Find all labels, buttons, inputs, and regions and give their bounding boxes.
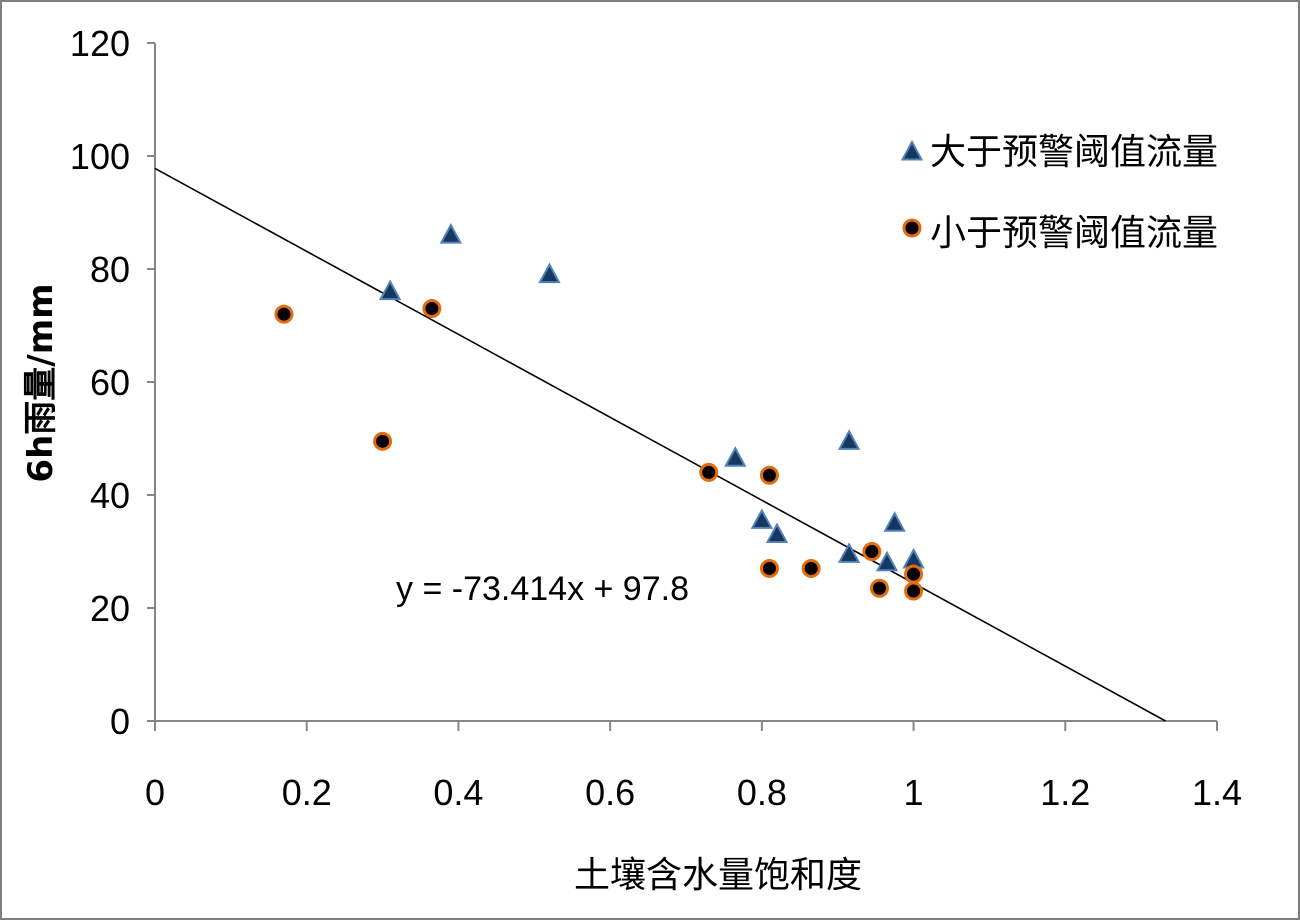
circle-point: [759, 558, 779, 578]
trendline-equation: y = -73.414x + 97.8: [396, 570, 689, 608]
x-tick-label: 0: [145, 772, 165, 813]
triangle-point: [724, 446, 747, 467]
circle-point: [904, 581, 924, 601]
triangle-point: [439, 223, 463, 244]
legend-label-above-threshold: 大于预警阈值流量: [930, 132, 1218, 173]
y-tick-label: 100: [70, 136, 130, 177]
y-axis-title: 6h雨量/mm: [21, 283, 61, 482]
x-tick-label: 1.2: [1040, 772, 1090, 813]
circle-point: [274, 304, 294, 324]
triangle-point: [875, 550, 899, 572]
circle-point: [422, 299, 442, 319]
triangle-point: [538, 262, 561, 284]
trendline: [154, 167, 1166, 722]
y-tick-label: 0: [110, 701, 130, 742]
data-points: [274, 223, 925, 601]
x-axis-title: 土壤含水量饱和度: [574, 855, 862, 896]
triangle-point: [765, 522, 789, 544]
x-tick-label: 1.4: [1192, 772, 1242, 813]
legend-circle-marker: [902, 218, 922, 238]
circle-point: [862, 542, 882, 561]
x-tick-label: 0.4: [433, 772, 483, 813]
y-tick-label: 120: [70, 23, 130, 64]
legend-label-below-threshold: 小于预警阈值流量: [930, 213, 1218, 254]
legend-triangle-marker: [900, 139, 924, 161]
y-tick-label: 20: [90, 588, 130, 629]
triangle-point: [883, 511, 906, 532]
circle-point: [869, 578, 889, 598]
triangle-point: [837, 429, 861, 450]
x-tick-label: 0.8: [737, 772, 787, 813]
y-tick-label: 60: [90, 362, 130, 403]
circle-point: [759, 465, 779, 485]
circle-point: [904, 564, 924, 584]
triangle-point: [378, 279, 402, 301]
circle-point: [373, 431, 393, 451]
x-tick-label: 0.6: [585, 772, 635, 813]
triangle-point: [837, 542, 861, 563]
triangle-point: [750, 508, 774, 529]
circle-point: [801, 558, 821, 578]
legend: 大于预警阈值流量 小于预警阈值流量: [900, 132, 1218, 254]
y-tick-label: 80: [90, 249, 130, 290]
x-tick-label: 1: [904, 772, 924, 813]
y-tick-label: 40: [90, 475, 130, 516]
circle-point: [699, 462, 719, 482]
trendline-line: [154, 167, 1166, 722]
x-tick-label: 0.2: [282, 772, 332, 813]
axes: 0 20 40 60 80 100 120 0 0.2 0.4 0.6 0.8 1 1.2 1.4: [70, 23, 1242, 813]
